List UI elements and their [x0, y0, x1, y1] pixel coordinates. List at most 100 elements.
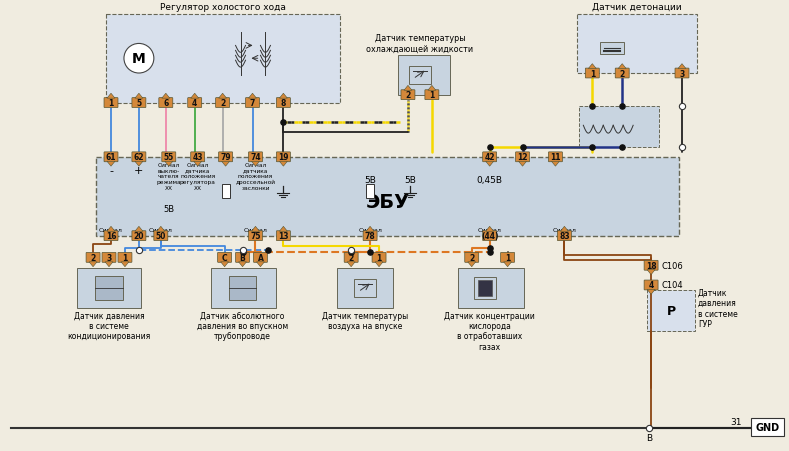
- Text: 1: 1: [108, 99, 114, 108]
- Polygon shape: [165, 162, 173, 167]
- Polygon shape: [256, 262, 264, 267]
- Text: 1: 1: [122, 253, 128, 262]
- Text: 20: 20: [133, 232, 144, 241]
- Polygon shape: [647, 270, 655, 275]
- Polygon shape: [107, 162, 115, 167]
- Text: GND: GND: [755, 422, 780, 432]
- Polygon shape: [107, 227, 115, 232]
- FancyBboxPatch shape: [215, 98, 230, 108]
- Text: 12: 12: [518, 153, 528, 162]
- Polygon shape: [552, 162, 559, 167]
- Text: 74: 74: [250, 153, 261, 162]
- Text: 19: 19: [279, 153, 289, 162]
- Text: 16: 16: [106, 232, 116, 241]
- FancyBboxPatch shape: [363, 231, 377, 241]
- Bar: [751, 418, 783, 436]
- FancyBboxPatch shape: [644, 261, 658, 271]
- Bar: [222, 185, 230, 199]
- Text: Сигнал: Сигнал: [149, 227, 173, 232]
- Bar: [600, 43, 624, 55]
- Text: 5В: 5В: [365, 175, 376, 184]
- FancyBboxPatch shape: [585, 69, 600, 79]
- Text: 3: 3: [679, 69, 685, 78]
- Text: 75: 75: [250, 232, 260, 241]
- Bar: [354, 280, 376, 297]
- Bar: [96, 157, 679, 236]
- Text: C104: C104: [661, 281, 682, 290]
- FancyBboxPatch shape: [675, 69, 689, 79]
- Text: P: P: [667, 304, 675, 318]
- Polygon shape: [162, 94, 170, 99]
- FancyBboxPatch shape: [483, 231, 496, 241]
- Text: 1: 1: [505, 253, 510, 262]
- FancyBboxPatch shape: [465, 253, 479, 263]
- FancyBboxPatch shape: [245, 98, 260, 108]
- FancyBboxPatch shape: [557, 231, 571, 241]
- Bar: [366, 185, 374, 199]
- Polygon shape: [428, 86, 436, 91]
- Polygon shape: [135, 227, 143, 232]
- Text: 2: 2: [220, 99, 225, 108]
- Text: 62: 62: [133, 153, 144, 162]
- Text: Датчик давления
в системе
кондиционирования: Датчик давления в системе кондиционирова…: [67, 311, 151, 341]
- FancyBboxPatch shape: [236, 253, 249, 263]
- Bar: [211, 269, 276, 308]
- Bar: [229, 276, 256, 300]
- Bar: [458, 269, 524, 308]
- Text: ЭБУ: ЭБУ: [365, 192, 409, 211]
- FancyBboxPatch shape: [218, 253, 232, 263]
- Text: 2: 2: [91, 253, 95, 262]
- Text: Датчик температуры
воздуха на впуске: Датчик температуры воздуха на впуске: [322, 311, 408, 330]
- FancyBboxPatch shape: [104, 152, 118, 162]
- FancyBboxPatch shape: [615, 69, 629, 79]
- Polygon shape: [468, 262, 476, 267]
- FancyBboxPatch shape: [515, 152, 529, 162]
- Text: 2: 2: [469, 253, 474, 262]
- Polygon shape: [222, 162, 230, 167]
- Polygon shape: [238, 262, 246, 267]
- Text: Датчик температуры
охлаждающей жидкости: Датчик температуры охлаждающей жидкости: [366, 34, 473, 53]
- Text: -: -: [109, 166, 113, 175]
- FancyBboxPatch shape: [644, 281, 658, 290]
- Text: 2: 2: [349, 253, 353, 262]
- Polygon shape: [647, 290, 655, 295]
- Polygon shape: [366, 227, 374, 232]
- Bar: [106, 15, 340, 103]
- Text: Датчик концентрации
кислорода
в отработавших
газах: Датчик концентрации кислорода в отработа…: [444, 311, 535, 351]
- FancyBboxPatch shape: [253, 253, 267, 263]
- Polygon shape: [560, 227, 568, 232]
- Bar: [477, 281, 492, 296]
- Bar: [473, 277, 495, 299]
- FancyBboxPatch shape: [483, 152, 496, 162]
- Text: A: A: [257, 253, 264, 262]
- Polygon shape: [135, 94, 143, 99]
- FancyBboxPatch shape: [159, 98, 173, 108]
- Bar: [95, 276, 123, 300]
- Text: 1: 1: [376, 253, 382, 262]
- FancyBboxPatch shape: [249, 231, 263, 241]
- Polygon shape: [486, 227, 494, 232]
- FancyBboxPatch shape: [132, 98, 146, 108]
- Text: 3: 3: [107, 253, 111, 262]
- FancyBboxPatch shape: [344, 253, 358, 263]
- Text: 5В: 5В: [163, 205, 174, 214]
- Text: 4: 4: [649, 281, 654, 290]
- Bar: [77, 269, 141, 308]
- Polygon shape: [404, 86, 412, 91]
- Text: Сигнал
выклю-
чателя
режима
ХХ: Сигнал выклю- чателя режима ХХ: [156, 162, 181, 190]
- Text: 5В: 5В: [404, 175, 416, 184]
- Polygon shape: [619, 64, 626, 69]
- Text: 79: 79: [220, 153, 231, 162]
- Text: 78: 78: [365, 232, 376, 241]
- FancyBboxPatch shape: [191, 152, 204, 162]
- FancyBboxPatch shape: [249, 152, 263, 162]
- Text: 0,45В: 0,45В: [477, 175, 503, 184]
- Polygon shape: [375, 262, 383, 267]
- Text: 8: 8: [281, 99, 286, 108]
- FancyBboxPatch shape: [104, 98, 118, 108]
- Polygon shape: [252, 227, 260, 232]
- Text: +: +: [134, 166, 144, 175]
- FancyBboxPatch shape: [104, 231, 118, 241]
- FancyBboxPatch shape: [276, 98, 290, 108]
- Bar: [579, 106, 659, 147]
